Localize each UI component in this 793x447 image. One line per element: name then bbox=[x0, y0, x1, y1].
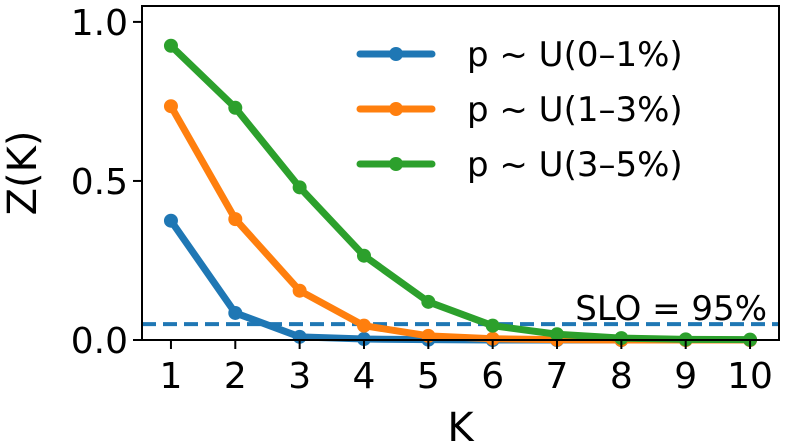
legend-swatch-marker bbox=[389, 157, 403, 171]
x-tick-label: 8 bbox=[610, 356, 633, 397]
data-point bbox=[421, 294, 436, 309]
y-tick-label: 1.0 bbox=[71, 3, 128, 44]
legend-label: p ~ U(0–1%) bbox=[467, 35, 683, 75]
data-point bbox=[163, 38, 178, 53]
x-tick-label: 7 bbox=[546, 356, 569, 397]
y-axis-label: Z(K) bbox=[0, 131, 46, 216]
x-tick-label: 5 bbox=[417, 356, 440, 397]
x-tick-label: 9 bbox=[674, 356, 697, 397]
y-tick-label: 0.5 bbox=[71, 162, 128, 203]
legend: p ~ U(0–1%) p ~ U(1–3%) p ~ U(3–5%) bbox=[356, 35, 683, 185]
data-point bbox=[163, 213, 178, 228]
plot-frame bbox=[141, 5, 780, 341]
data-point bbox=[292, 283, 307, 298]
x-axis-label: K bbox=[447, 405, 475, 447]
data-point bbox=[228, 305, 243, 320]
data-point bbox=[485, 318, 500, 333]
y-tick-label: 0.0 bbox=[71, 321, 128, 362]
data-point bbox=[292, 180, 307, 195]
data-point bbox=[228, 212, 243, 227]
legend-swatch-marker bbox=[389, 47, 403, 61]
data-point bbox=[228, 100, 243, 115]
data-point bbox=[614, 331, 629, 346]
data-point bbox=[163, 99, 178, 114]
series-line-3 bbox=[167, 42, 754, 344]
x-tick-label: 10 bbox=[727, 356, 773, 397]
x-tick-label: 4 bbox=[353, 356, 376, 397]
series-layer bbox=[163, 38, 758, 347]
x-tick-label: 2 bbox=[224, 356, 247, 397]
data-point bbox=[550, 327, 565, 342]
slo-label: SLO = 95% bbox=[575, 289, 767, 329]
legend-label: p ~ U(3–5%) bbox=[467, 145, 683, 185]
legend-swatch-marker bbox=[389, 102, 403, 116]
axis-layer: 1 2 3 4 5 6 7 8 9 10 0.0 0.5 1.0 bbox=[71, 3, 773, 397]
x-tick-label: 1 bbox=[160, 356, 183, 397]
data-point bbox=[356, 248, 371, 263]
data-point bbox=[356, 318, 371, 333]
data-point bbox=[485, 331, 500, 346]
x-tick-label: 6 bbox=[481, 356, 504, 397]
legend-label: p ~ U(1–3%) bbox=[467, 90, 683, 130]
x-tick-label: 3 bbox=[288, 356, 311, 397]
